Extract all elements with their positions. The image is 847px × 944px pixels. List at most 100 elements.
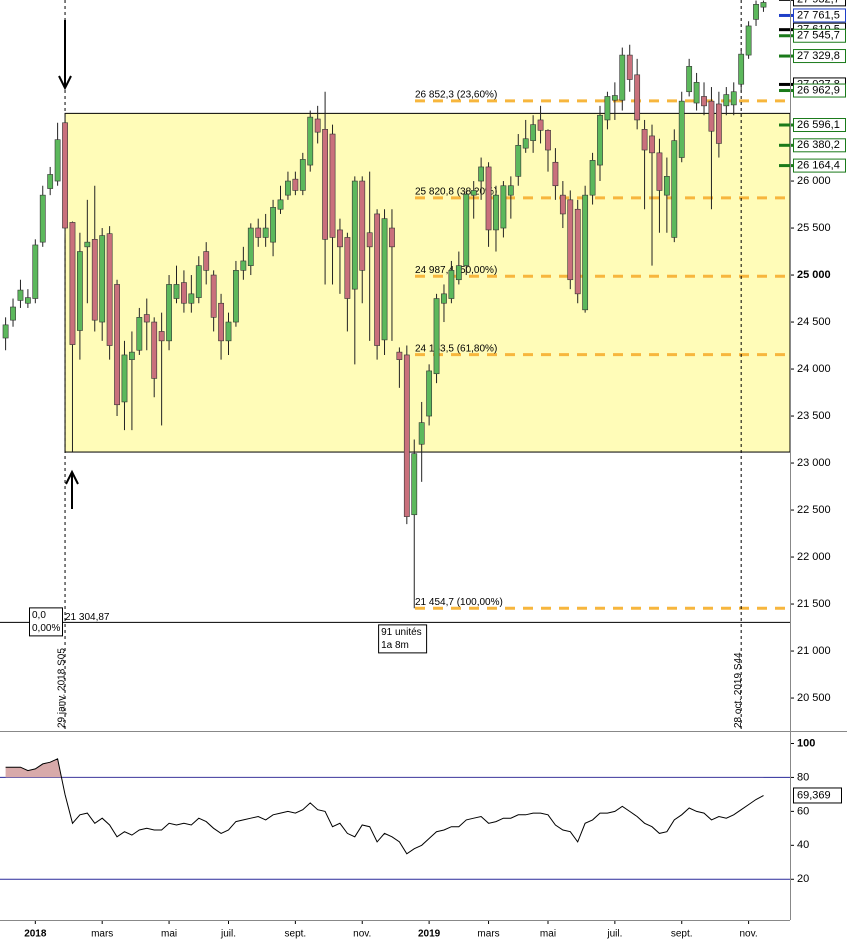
candle-body bbox=[574, 208, 581, 295]
candle-body bbox=[166, 284, 172, 342]
candle-body bbox=[463, 193, 470, 266]
candle-body bbox=[181, 282, 187, 304]
price-marker-label: 27 545,7 bbox=[797, 30, 840, 42]
candle-body bbox=[262, 227, 269, 238]
candle-body bbox=[225, 321, 232, 342]
candle-body bbox=[641, 129, 648, 151]
price-marker-label: 26 380,2 bbox=[797, 139, 840, 151]
candle-body bbox=[671, 140, 678, 238]
y-tick-label: 25 500 bbox=[797, 222, 831, 234]
price-marker-label: 27 329,8 bbox=[797, 50, 840, 62]
x-tick-label: sept. bbox=[285, 929, 307, 940]
candle-body bbox=[173, 284, 180, 299]
candle-body bbox=[448, 270, 455, 299]
x-tick-label: mars bbox=[91, 929, 113, 940]
change-box bbox=[29, 607, 63, 637]
candle-body bbox=[537, 119, 544, 131]
x-tick-label: juil. bbox=[220, 929, 236, 940]
candle-body bbox=[322, 129, 328, 240]
candle-body bbox=[589, 160, 596, 196]
candle-body bbox=[337, 229, 343, 248]
candle-body bbox=[604, 96, 611, 121]
span-duration: 1a 8m bbox=[381, 640, 409, 651]
candle-body bbox=[99, 235, 106, 323]
candle-body bbox=[366, 232, 373, 248]
candle-body bbox=[441, 293, 447, 304]
candle-body bbox=[411, 453, 418, 516]
y-tick-label: 23 000 bbox=[797, 457, 831, 469]
y-tick-label: 26 000 bbox=[797, 175, 831, 187]
y-tick-label: 60 bbox=[797, 805, 809, 817]
y-tick-label: 23 500 bbox=[797, 410, 831, 422]
measure-label: 21 304,87 bbox=[65, 612, 110, 623]
candle-body bbox=[656, 152, 663, 191]
price-marker-label: 27 761,5 bbox=[797, 9, 840, 21]
y-tick-label: 22 500 bbox=[797, 504, 831, 516]
price-marker-box bbox=[793, 49, 846, 64]
candle-body bbox=[403, 354, 410, 517]
candle-body bbox=[559, 194, 566, 215]
candle-body bbox=[195, 265, 202, 298]
date-label: 29 janv. 2018 S05 bbox=[57, 648, 68, 728]
date-label: 28 oct. 2019 S44 bbox=[733, 652, 744, 728]
change-value: 0,0 bbox=[32, 610, 46, 621]
candle-body bbox=[233, 270, 239, 323]
span-units: 91 unités bbox=[381, 627, 422, 638]
candle-body bbox=[270, 207, 276, 243]
x-tick-label: juil. bbox=[606, 929, 622, 940]
candle-body bbox=[455, 265, 462, 281]
x-tick-label: 2019 bbox=[418, 929, 441, 940]
candle-body bbox=[619, 54, 626, 101]
candle-body bbox=[678, 100, 685, 158]
candle-body bbox=[277, 199, 284, 210]
price-marker-box bbox=[793, 158, 846, 173]
candle-body bbox=[62, 122, 68, 229]
candle-body bbox=[723, 94, 730, 107]
candle-body bbox=[17, 289, 24, 301]
candle-body bbox=[396, 351, 403, 360]
candle-body bbox=[582, 194, 589, 311]
candle-body bbox=[515, 145, 522, 177]
span-box bbox=[378, 624, 428, 654]
candle-body bbox=[307, 116, 314, 166]
candle-body bbox=[649, 135, 655, 154]
candle-body bbox=[418, 422, 425, 445]
x-tick-label: mai bbox=[540, 929, 556, 940]
x-tick-label: sept. bbox=[671, 929, 693, 940]
candle-body bbox=[39, 194, 46, 243]
y-tick-label: 22 000 bbox=[797, 551, 831, 563]
candle-body bbox=[478, 166, 485, 182]
candle-body bbox=[299, 159, 306, 191]
candle-body bbox=[470, 190, 477, 196]
candle-body bbox=[314, 118, 321, 133]
candle-body bbox=[247, 227, 254, 266]
candle-body bbox=[715, 103, 722, 144]
candle-body bbox=[54, 139, 61, 182]
candle-body bbox=[151, 321, 158, 379]
candle-body bbox=[218, 302, 224, 342]
candle-body bbox=[91, 239, 98, 321]
candle-body bbox=[522, 138, 529, 149]
candle-body bbox=[753, 4, 759, 20]
candle-body bbox=[760, 2, 767, 8]
candle-body bbox=[359, 180, 366, 271]
candle-body bbox=[708, 100, 715, 132]
fib-label: 26 852,3 (23,60%) bbox=[415, 90, 497, 101]
candle-body bbox=[745, 25, 752, 56]
y-tick-label: 40 bbox=[797, 839, 809, 851]
price-marker-label: 27 932,7 bbox=[797, 0, 840, 5]
candle-body bbox=[114, 284, 120, 406]
price-marker-box bbox=[793, 0, 846, 7]
candle-body bbox=[530, 124, 537, 141]
candle-body bbox=[701, 96, 707, 107]
x-tick-label: nov. bbox=[740, 929, 758, 940]
y-tick-label: 21 500 bbox=[797, 598, 831, 610]
y-tick-label: 80 bbox=[797, 771, 809, 783]
candle-body bbox=[24, 297, 31, 304]
y-tick-label: 24 000 bbox=[797, 363, 831, 375]
x-tick-label: 2018 bbox=[24, 929, 47, 940]
x-tick-label: nov. bbox=[353, 929, 371, 940]
candle-body bbox=[374, 213, 380, 346]
